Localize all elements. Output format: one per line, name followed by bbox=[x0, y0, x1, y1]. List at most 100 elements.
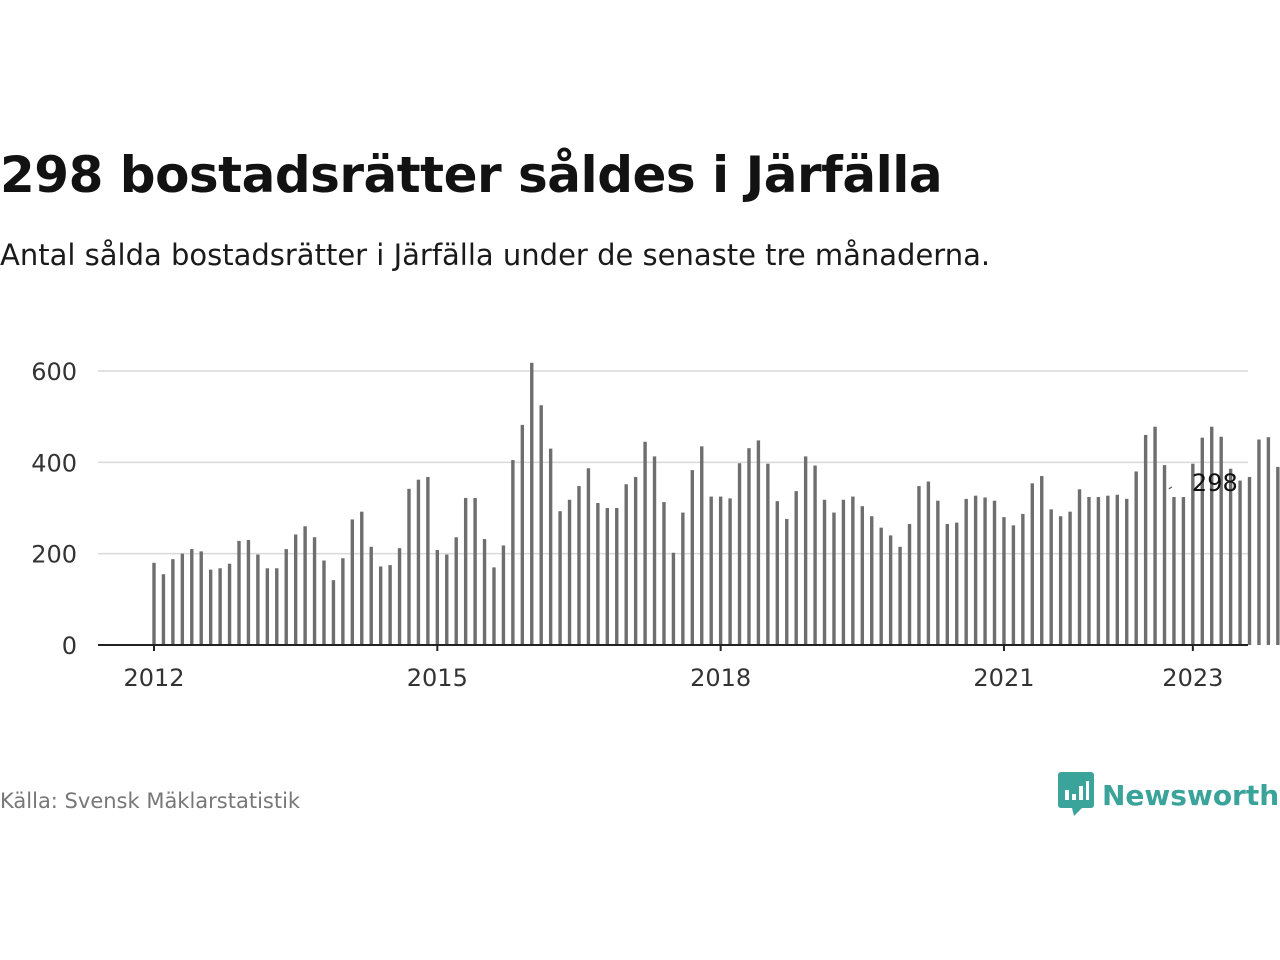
bar bbox=[360, 511, 364, 645]
bar bbox=[775, 501, 779, 645]
bar bbox=[407, 488, 411, 645]
x-tick-label: 2012 bbox=[123, 664, 184, 692]
bar bbox=[199, 551, 203, 645]
bar bbox=[1181, 497, 1186, 645]
bar bbox=[1200, 437, 1204, 645]
bar bbox=[256, 554, 260, 645]
bar bbox=[416, 479, 421, 645]
bar bbox=[265, 568, 270, 645]
y-tick-label: 600 bbox=[31, 358, 77, 386]
bar bbox=[624, 484, 628, 645]
newsworthy-logo-icon bbox=[1058, 772, 1094, 816]
bar bbox=[1077, 489, 1082, 645]
bar bbox=[190, 549, 194, 645]
bar bbox=[643, 441, 647, 645]
bar bbox=[803, 456, 808, 645]
bar bbox=[718, 496, 723, 645]
y-tick-label: 400 bbox=[31, 449, 77, 477]
brand-name: Newsworthy bbox=[1102, 778, 1280, 812]
bar bbox=[813, 465, 817, 645]
bar bbox=[246, 539, 251, 645]
bar bbox=[945, 523, 949, 645]
bar bbox=[992, 500, 997, 645]
bar bbox=[728, 498, 732, 645]
bar bbox=[227, 563, 232, 645]
bar bbox=[293, 534, 298, 645]
bar bbox=[1238, 480, 1242, 645]
bar bbox=[879, 527, 883, 645]
bar bbox=[633, 476, 638, 645]
bar bbox=[1021, 513, 1025, 645]
bar bbox=[1143, 434, 1148, 645]
bar bbox=[605, 508, 610, 645]
bar bbox=[369, 546, 373, 645]
bar bbox=[1228, 468, 1233, 645]
bar bbox=[1134, 471, 1138, 645]
axes bbox=[98, 644, 1248, 651]
bar bbox=[463, 497, 468, 645]
bar bbox=[218, 568, 222, 645]
bar bbox=[860, 506, 864, 645]
labels: 0 200 400 600 2012 2015 2018 2021 2023 298 bbox=[31, 358, 1238, 692]
x-tick-label: 2021 bbox=[973, 664, 1034, 692]
bar bbox=[322, 560, 326, 645]
bar bbox=[1247, 476, 1252, 645]
bar bbox=[171, 559, 175, 645]
gridlines bbox=[98, 370, 1248, 555]
bar bbox=[955, 522, 959, 645]
bar bbox=[907, 523, 912, 645]
bar bbox=[936, 500, 940, 645]
bar bbox=[237, 540, 241, 645]
bar bbox=[1172, 497, 1176, 645]
x-tick-label: 2023 bbox=[1162, 664, 1223, 692]
bar bbox=[926, 481, 931, 645]
bar bbox=[1276, 466, 1280, 645]
bar bbox=[378, 566, 383, 645]
bar bbox=[511, 460, 515, 645]
bar bbox=[530, 362, 534, 645]
bar bbox=[520, 424, 525, 645]
bar bbox=[275, 568, 279, 645]
bar bbox=[737, 463, 742, 645]
bar bbox=[1002, 517, 1006, 645]
bar bbox=[1125, 498, 1129, 645]
bar bbox=[161, 574, 166, 645]
bar bbox=[539, 405, 543, 645]
x-tick-label: 2018 bbox=[690, 664, 751, 692]
y-tick-label: 0 bbox=[62, 632, 77, 660]
bar bbox=[397, 548, 402, 645]
bar bbox=[567, 499, 572, 645]
bar bbox=[1096, 497, 1101, 645]
bar bbox=[747, 448, 751, 645]
y-tick-label: 200 bbox=[31, 541, 77, 569]
bar bbox=[596, 502, 600, 645]
bar bbox=[152, 562, 156, 645]
bar bbox=[973, 495, 978, 645]
bar bbox=[312, 537, 317, 645]
bar bbox=[180, 553, 185, 645]
bar bbox=[851, 496, 855, 645]
bar bbox=[662, 502, 666, 645]
bar bbox=[1219, 436, 1223, 645]
bar bbox=[1106, 495, 1110, 645]
bar bbox=[1068, 511, 1072, 645]
bar bbox=[766, 463, 770, 645]
bar bbox=[492, 567, 496, 645]
bar bbox=[454, 537, 458, 645]
bar bbox=[1266, 437, 1271, 645]
bar bbox=[473, 497, 477, 645]
bar bbox=[1040, 476, 1044, 645]
bar bbox=[303, 526, 307, 645]
bar bbox=[615, 508, 619, 645]
bar bbox=[671, 552, 676, 645]
bar bbox=[652, 456, 657, 645]
bars bbox=[152, 362, 1280, 645]
bar bbox=[756, 440, 761, 645]
bar bbox=[426, 476, 430, 645]
bar bbox=[586, 468, 591, 645]
bar bbox=[690, 470, 695, 645]
bar bbox=[445, 554, 449, 645]
source-note: Källa: Svensk Mäklarstatistik bbox=[0, 789, 301, 813]
bar bbox=[350, 519, 355, 645]
bar-chart: 0 200 400 600 2012 2015 2018 2021 2023 298 bbox=[31, 358, 1280, 692]
